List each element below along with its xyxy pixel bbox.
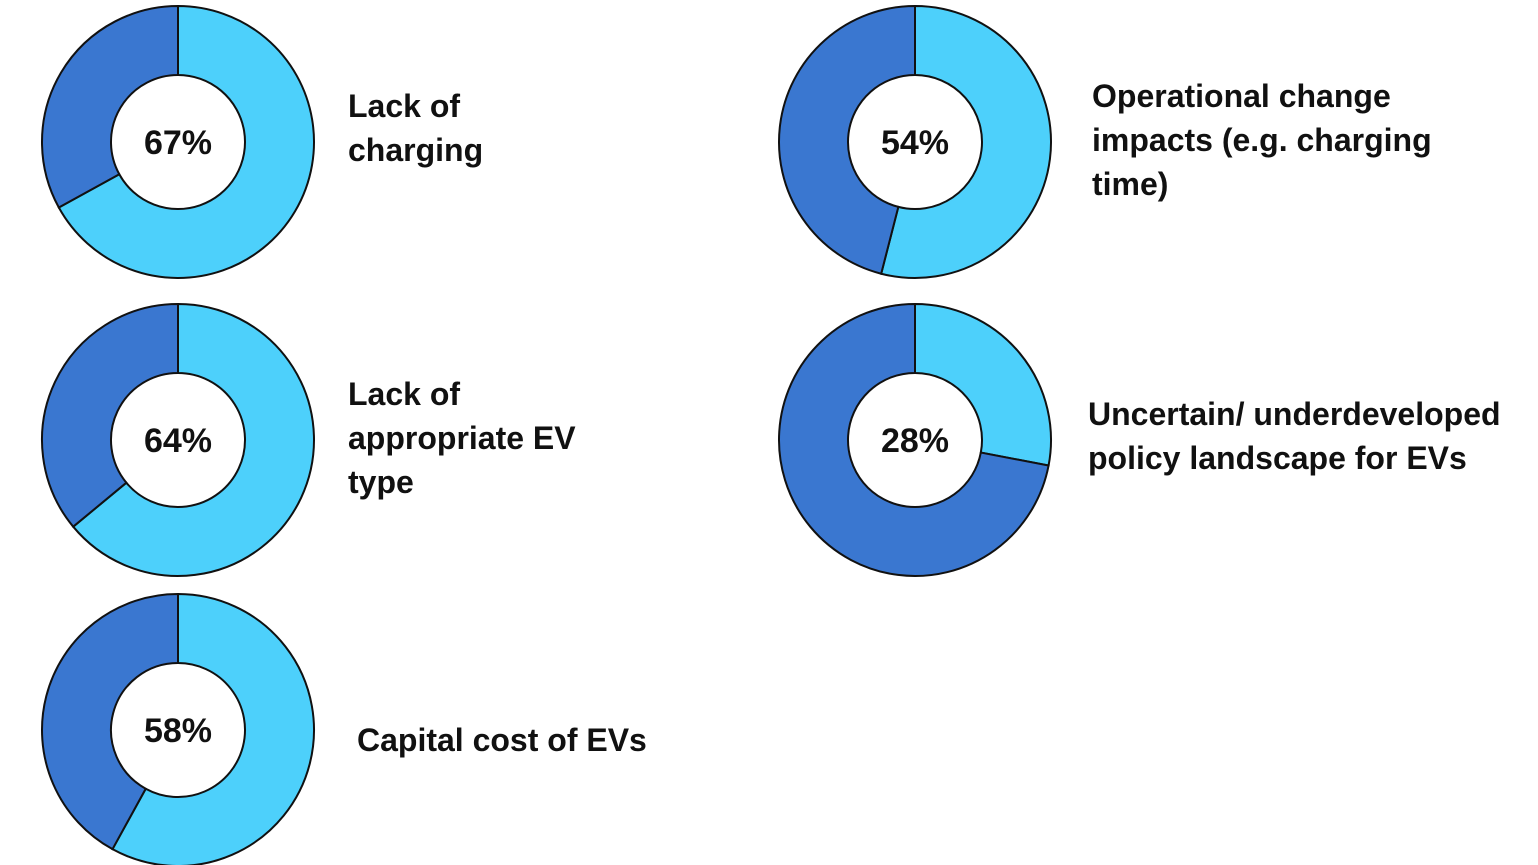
chart-title: Operational change impacts (e.g. chargin… xyxy=(1092,78,1432,202)
value-label: 28% xyxy=(881,422,949,460)
value-label: 54% xyxy=(881,124,949,162)
value-label: 67% xyxy=(144,124,212,162)
donut-segment xyxy=(71,302,315,577)
donut-segment xyxy=(40,592,179,851)
chart-title: Uncertain/ underdeveloped policy landsca… xyxy=(1088,396,1501,476)
donut-segment xyxy=(57,4,315,279)
donut-segment xyxy=(879,4,1052,279)
donut-segment xyxy=(914,302,1052,467)
chart-title: Lack of charging xyxy=(348,88,484,168)
donut-segment xyxy=(41,302,179,529)
chart-title: Lack of appropriate EV type xyxy=(348,376,576,500)
donut-segment xyxy=(111,592,315,865)
value-label: 58% xyxy=(144,712,212,750)
chart-title: Capital cost of EVs xyxy=(357,722,647,758)
donut-segment xyxy=(41,4,179,209)
value-label: 64% xyxy=(144,422,212,460)
donut-segment xyxy=(778,302,1050,577)
donut-segment xyxy=(778,4,916,275)
